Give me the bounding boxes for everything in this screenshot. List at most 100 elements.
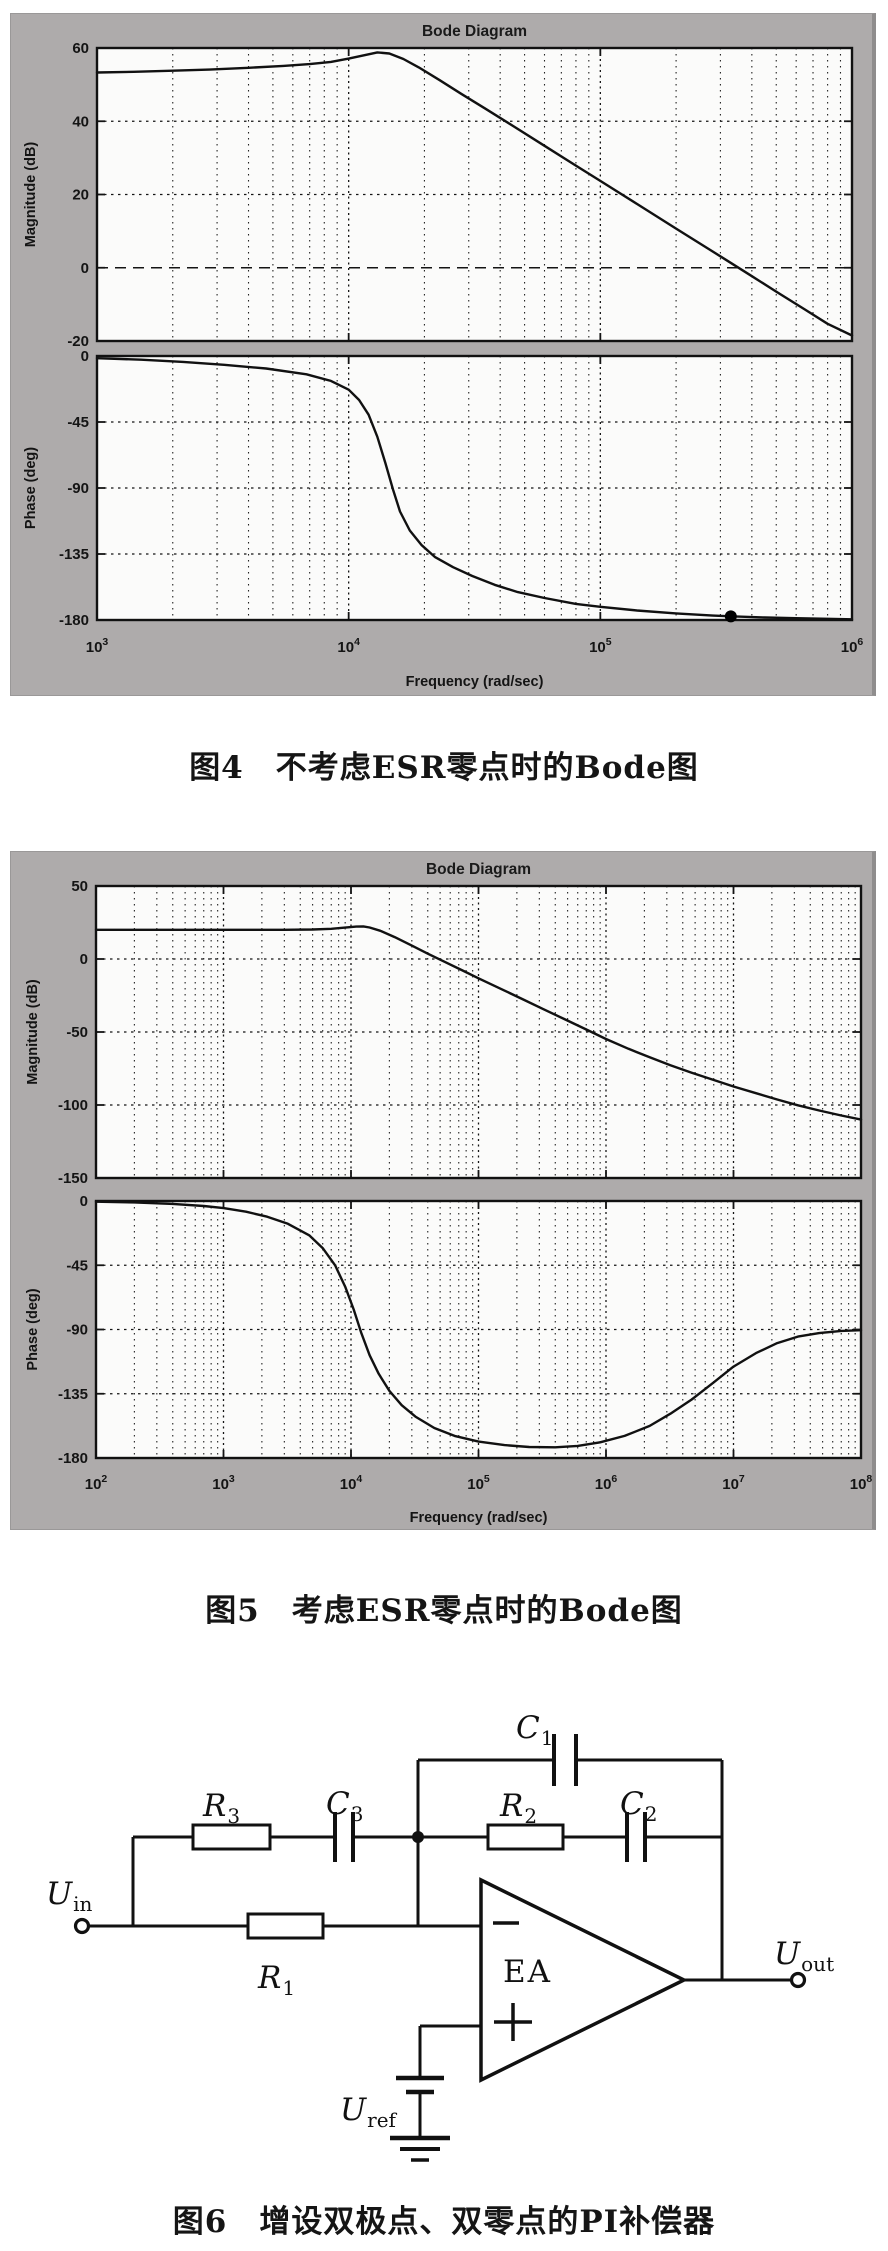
x-tick-exponent: 3 [229,1473,235,1485]
label-uin-sub: in [73,1892,92,1916]
plot-background [97,48,852,341]
label-c2-main: C [620,1786,644,1822]
output-terminal [789,1971,807,1989]
bode-curve [95,357,854,621]
x-tick-label: 106 [595,1473,618,1493]
figure5-bode-panel: 50 0 -50 -100 -150 Magnitude (dB) Bode Diagram… [10,851,876,1530]
x-tick-base: 10 [86,639,103,656]
label-c1: C1 [516,1710,553,1750]
x-tick-label: 103 [86,636,109,656]
x-tick-base: 10 [337,639,354,656]
y-axis-label: Phase (deg) [25,1288,41,1370]
x-tick-exponent: 3 [102,636,108,648]
x-tick-label: 108 [850,1473,873,1493]
bode-curve [94,1200,863,1449]
label-r3: R3 [202,1788,240,1828]
y-tick-label: -45 [66,1257,88,1274]
y-tick-label: 0 [81,260,89,277]
label-c3: C3 [326,1786,363,1826]
x-tick-label: 104 [340,1473,363,1493]
axis-border [94,884,863,1180]
y-tick-label: 40 [72,113,89,130]
figure4-caption: 图4 不考虑ESR零点时的Bode图 [189,750,699,786]
label-uin: Uin [46,1876,93,1916]
x-tick-base: 10 [841,639,858,656]
figure6-caption: 图6 增设双极点、双零点的PI补偿器 [172,2204,716,2240]
x-axis-label: Frequency (rad/sec) [406,674,544,690]
input-terminal [73,1917,91,1935]
x-tick-exponent: 6 [857,636,863,648]
x-tick-base: 10 [467,1476,484,1493]
label-uref-main: U [340,2092,367,2128]
y-tick-label: 60 [72,40,89,57]
label-uref: Uref [340,2092,398,2132]
x-axis-label: Frequency (rad/sec) [410,1510,548,1526]
y-axis-label: Phase (deg) [23,447,39,529]
label-c1-sub: 1 [541,1726,554,1750]
data-point-marker [724,610,737,623]
label-r1-sub: 1 [282,1976,295,2000]
x-tick-label: 106 [841,636,864,656]
label-uout: Uout [774,1936,834,1976]
opamp-triangle [479,1877,688,2083]
label-uout-main: U [774,1936,801,1972]
x-tick-exponent: 2 [101,1473,107,1485]
resistor-r1 [246,1912,325,1940]
figure4-bode-panel: 60 40 20 0 -20 Magnitude (dB) Bode Diagram 0 -45… [10,13,876,696]
y-tick-label: 50 [71,878,88,895]
axis-border [95,46,854,343]
label-c3-sub: 3 [351,1802,364,1826]
label-c2: C2 [620,1786,657,1826]
x-tick-exponent: 5 [484,1473,490,1485]
opamp-plus-sign [494,2003,532,2041]
x-tick-label: 102 [85,1473,108,1493]
x-tick-label: 103 [212,1473,235,1493]
x-tick-exponent: 8 [866,1473,872,1485]
x-tick-label: 105 [589,636,612,656]
x-tick-exponent: 5 [606,636,612,648]
label-c1-main: C [516,1710,540,1746]
label-r3-sub: 3 [227,1804,240,1828]
x-tick-base: 10 [85,1476,102,1493]
x-tick-base: 10 [589,639,606,656]
label-r2-main: R [499,1788,523,1824]
y-tick-label: -180 [58,1450,88,1467]
x-tick-base: 10 [595,1476,612,1493]
x-tick-exponent: 6 [611,1473,617,1485]
capacitors [333,1734,647,1862]
y-tick-label: -180 [59,612,89,629]
label-r3-main: R [202,1788,226,1824]
label-uin-main: U [46,1876,73,1912]
uref-battery [396,2075,444,2095]
x-tick-base: 10 [212,1476,229,1493]
x-tick-exponent: 4 [356,1473,362,1485]
ground-symbol [390,2135,450,2162]
x-tick-label: 107 [722,1473,745,1493]
junction-node-dot [412,1831,424,1843]
label-ea: EA [503,1954,552,1990]
y-tick-label: -150 [58,1170,88,1187]
x-tick-base: 10 [722,1476,739,1493]
x-tick-base: 10 [340,1476,357,1493]
x-tick-label: 105 [467,1473,490,1493]
y-tick-label: -45 [67,414,89,431]
circuit-wires [89,1758,791,2138]
x-tick-label: 104 [337,636,360,656]
label-c2-sub: 2 [645,1802,658,1826]
label-r2: R2 [499,1788,537,1828]
y-tick-label: 0 [81,348,89,365]
y-axis-label: Magnitude (dB) [25,979,41,1085]
x-tick-base: 10 [850,1476,867,1493]
y-tick-label: -50 [66,1024,88,1041]
y-tick-label: -20 [67,333,89,350]
figure6-circuit-diagram: Uin Uout Uref R3 C3 R2 C2 C1 R1 EA [46,1710,834,2162]
bode-curve [94,925,863,1121]
y-tick-label: -135 [59,546,89,563]
chart-title: Bode Diagram [422,23,527,40]
chart-title: Bode Diagram [426,861,531,878]
resistors [191,1823,565,1940]
label-r1: R1 [257,1960,295,2000]
